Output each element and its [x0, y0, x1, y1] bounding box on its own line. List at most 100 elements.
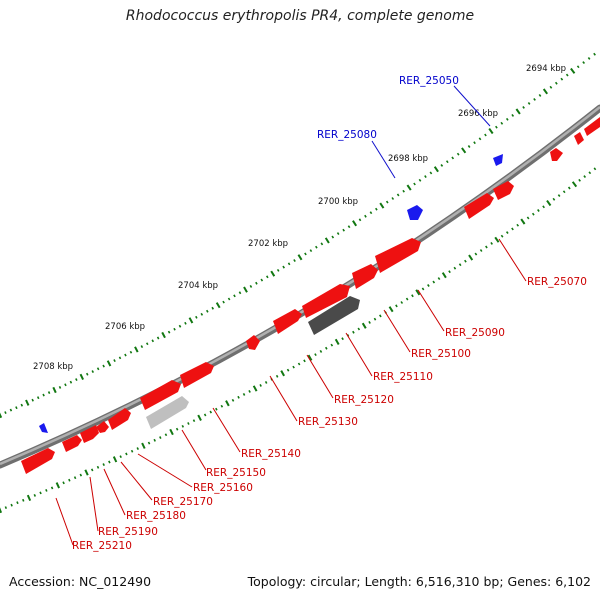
minor-tick: [282, 265, 285, 269]
tick-label: 2694 kbp: [526, 64, 566, 74]
gene-feature[interactable]: [62, 435, 82, 452]
minor-tick: [200, 312, 204, 316]
minor-tick: [9, 408, 13, 412]
minor-tick: [500, 234, 504, 238]
gene-label[interactable]: RER_25090: [445, 327, 505, 339]
gene-rer-25150[interactable]: [180, 362, 214, 388]
minor-tick: [341, 337, 344, 341]
gene-label[interactable]: RER_25190: [98, 526, 158, 538]
gene-label[interactable]: RER_25170: [153, 496, 213, 508]
minor-tick: [58, 385, 62, 389]
gene-feature[interactable]: [574, 132, 584, 145]
major-tick: [52, 386, 57, 394]
minor-tick: [478, 137, 482, 141]
minor-tick: [567, 186, 571, 190]
genome-backbone: [0, 104, 600, 469]
minor-tick: [227, 297, 231, 301]
gene-rer-25130[interactable]: [273, 309, 302, 334]
minor-tick: [238, 291, 242, 295]
gene-rer-25120[interactable]: [308, 296, 360, 335]
gene-label[interactable]: RER_25130: [298, 416, 358, 428]
major-tick: [307, 354, 313, 361]
gene-feature[interactable]: [464, 193, 494, 219]
tick-label: 2708 kbp: [33, 362, 73, 372]
minor-tick: [79, 473, 83, 477]
gene-rer-25180[interactable]: [96, 421, 109, 433]
major-tick: [461, 147, 467, 154]
minor-tick: [516, 223, 520, 227]
minor-tick: [485, 245, 488, 249]
gene-label[interactable]: RER_25080: [317, 129, 377, 141]
minor-tick: [315, 245, 318, 249]
minor-tick: [342, 228, 345, 232]
gene-label[interactable]: RER_25140: [241, 448, 301, 460]
major-tick: [546, 200, 552, 207]
minor-tick: [538, 93, 542, 97]
minor-tick: [4, 506, 8, 510]
minor-tick: [432, 280, 436, 284]
major-tick: [161, 331, 166, 339]
rna-gene-rer-25050[interactable]: [493, 154, 503, 166]
major-tick: [406, 184, 412, 191]
gene-label[interactable]: RER_25050: [399, 75, 459, 87]
gene-label[interactable]: RER_25210: [72, 540, 132, 552]
gene-label[interactable]: RER_25180: [126, 510, 186, 522]
gene-rer-25090[interactable]: [375, 238, 421, 273]
minor-tick: [358, 218, 362, 222]
gene-label[interactable]: RER_25100: [411, 348, 471, 360]
gene-label[interactable]: RER_25150: [206, 467, 266, 479]
map-title: Rhodococcus erythropolis PR4, complete g…: [125, 8, 475, 24]
major-tick: [84, 469, 89, 476]
major-tick: [488, 128, 494, 135]
minor-tick: [554, 81, 558, 85]
minor-tick: [136, 447, 140, 450]
minor-tick: [276, 268, 280, 272]
minor-tick: [473, 141, 476, 145]
minor-tick: [145, 342, 149, 346]
gene-label[interactable]: RER_25160: [193, 482, 253, 494]
minor-tick: [364, 214, 367, 218]
minor-tick: [527, 102, 531, 105]
gene-rer-25110[interactable]: [302, 284, 350, 318]
minor-tick: [319, 350, 323, 353]
gene-label[interactable]: RER_25070: [527, 276, 587, 288]
gene-rer-25070[interactable]: [493, 181, 514, 200]
minor-tick: [211, 306, 214, 310]
gene-rer-25100[interactable]: [352, 264, 378, 289]
minor-tick: [391, 197, 395, 200]
gene-rer-25190[interactable]: [80, 425, 99, 443]
minor-tick: [15, 406, 18, 410]
minor-tick: [593, 52, 596, 56]
gene-feature[interactable]: [584, 117, 600, 136]
genome-backbone-highlight: [0, 106, 600, 466]
tick-label: 2702 kbp: [248, 239, 288, 249]
rna-gene-rer-25080[interactable]: [407, 205, 423, 220]
minor-tick: [90, 468, 94, 472]
major-tick: [352, 220, 358, 227]
rna-gene-small[interactable]: [39, 423, 48, 433]
gene-rer-25210[interactable]: [21, 448, 55, 474]
minor-tick: [68, 478, 71, 482]
gene-label[interactable]: RER_25110: [373, 371, 433, 383]
minor-tick: [91, 370, 95, 373]
major-tick: [215, 302, 221, 309]
minor-tick: [562, 190, 566, 194]
gene-feature[interactable]: [246, 335, 260, 350]
minor-tick: [255, 281, 258, 285]
major-tick: [494, 236, 500, 243]
gene-label[interactable]: RER_25120: [334, 394, 394, 406]
gene-rer-25160[interactable]: [140, 380, 181, 410]
gene-feature[interactable]: [550, 148, 563, 161]
minor-tick: [437, 277, 441, 281]
gene-rer-25140[interactable]: [146, 396, 189, 429]
minor-tick: [484, 133, 487, 137]
minor-tick: [336, 232, 340, 236]
minor-tick: [153, 438, 156, 442]
minor-tick: [578, 178, 581, 182]
minor-tick: [448, 270, 451, 274]
major-tick: [26, 494, 32, 501]
major-tick: [571, 181, 578, 188]
gene-rer-25170[interactable]: [108, 408, 131, 430]
